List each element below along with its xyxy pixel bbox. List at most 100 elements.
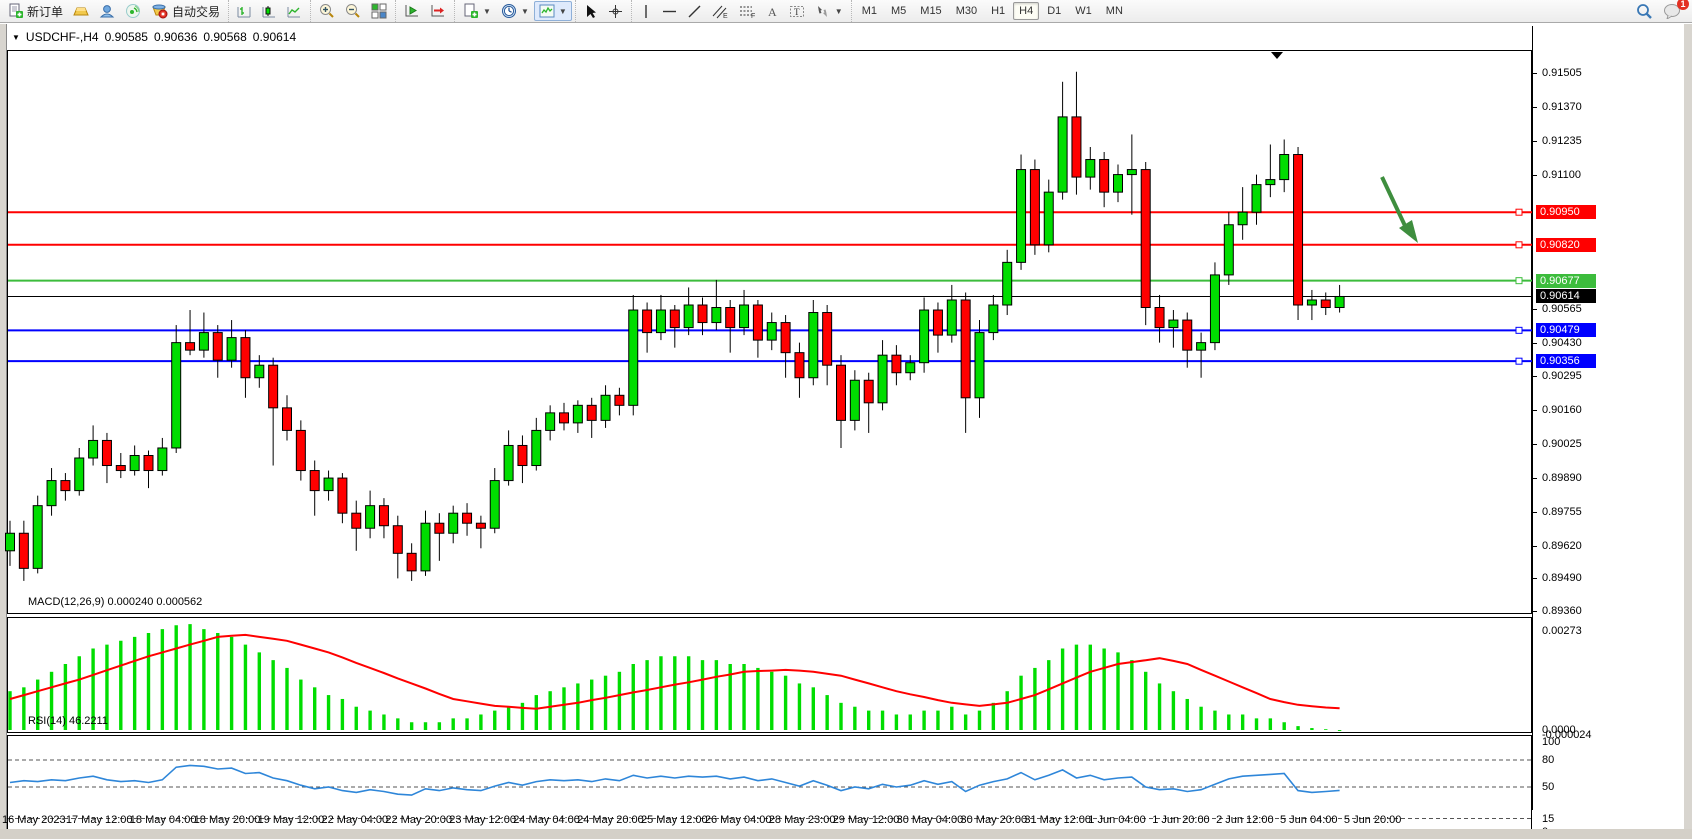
tick-mark <box>1532 141 1537 142</box>
timeframe-h4[interactable]: H4 <box>1013 2 1040 20</box>
trendline-icon <box>688 5 701 17</box>
equidistant-channel-button[interactable]: E <box>707 1 734 21</box>
toolbar-right: 1 <box>1631 0 1692 21</box>
toolbar-group-cursor <box>574 0 631 22</box>
arrows-caret: ▼ <box>834 6 843 16</box>
chart-shift-icon <box>431 4 445 16</box>
level-price-badge-support-blue-1: 0.90479 <box>1536 323 1596 338</box>
chat-bubble-icon <box>1664 4 1680 19</box>
equidistant-channel-icon: E <box>712 5 728 19</box>
time-label-7: 23 May 12:00 <box>449 814 516 826</box>
search-button[interactable] <box>1631 1 1658 21</box>
time-label-0: 16 May 2023 <box>2 814 66 826</box>
new-order-icon <box>9 3 23 18</box>
zoom-out-button[interactable] <box>340 1 366 21</box>
ohlc-close: 0.90614 <box>252 30 297 44</box>
price-tick-0.90025: 0.90025 <box>1542 438 1582 450</box>
rsi-tick-50: 50 <box>1542 781 1555 793</box>
text-tool-button[interactable]: A <box>761 1 784 21</box>
chart-window: ▼ USDCHF-,H4 0.90585 0.90636 0.90568 0.9061… <box>0 24 1692 839</box>
chart-shift-button[interactable] <box>425 1 451 21</box>
tick-mark <box>1532 175 1537 176</box>
bar-chart-mode-button[interactable] <box>232 1 257 21</box>
tile-windows-icon <box>371 3 387 19</box>
price-tick-0.89360: 0.89360 <box>1542 605 1582 617</box>
window-bottom-edge <box>0 829 1692 839</box>
tick-mark <box>1532 578 1537 579</box>
line-chart-mode-button[interactable] <box>282 1 307 21</box>
timeframe-m15[interactable]: M15 <box>920 5 942 17</box>
time-label-16: 31 May 12:00 <box>1024 814 1092 826</box>
time-label-12: 28 May 23:00 <box>768 814 836 826</box>
indicators-button[interactable]: ▼ <box>533 1 572 21</box>
level-handle-support-blue-1[interactable] <box>1515 326 1523 334</box>
price-tick-0.91370: 0.91370 <box>1542 101 1582 113</box>
level-handle-support-green[interactable] <box>1515 277 1523 285</box>
macd-axis-min: -0.000024 <box>1542 729 1592 741</box>
macd-axis-max: 0.00273 <box>1542 625 1582 637</box>
toolbar-group-scroll <box>395 0 454 22</box>
price-tick-0.89490: 0.89490 <box>1542 572 1582 584</box>
community-button[interactable] <box>94 1 120 21</box>
tile-windows-button[interactable] <box>366 1 392 21</box>
arrows-tool-button[interactable]: ▼ <box>810 1 848 21</box>
time-label-8: 24 May 04:00 <box>513 814 580 826</box>
rsi-indicator-pane[interactable] <box>0 735 1532 834</box>
macd-indicator-pane[interactable] <box>0 617 1532 733</box>
level-handle-resistance-1[interactable] <box>1515 208 1523 216</box>
price-tick-0.91100: 0.91100 <box>1542 169 1581 181</box>
cursor-button[interactable] <box>579 1 603 21</box>
vertical-line-tool-button[interactable] <box>635 1 657 21</box>
text-tool-icon: A <box>768 5 777 19</box>
new-chart-caret: ▼ <box>483 6 491 16</box>
vertical-line-icon <box>645 4 647 18</box>
deposit-button[interactable] <box>68 1 94 21</box>
timeframe-w1[interactable]: W1 <box>1075 5 1092 17</box>
level-price-badge-resistance-1: 0.90950 <box>1536 205 1596 220</box>
timeframe-m5[interactable]: M5 <box>891 5 907 17</box>
new-order-button[interactable]: 新订单 <box>3 1 68 21</box>
level-price-badge-support-blue-2: 0.90356 <box>1536 354 1596 369</box>
timeframe-m30[interactable]: M30 <box>955 5 978 17</box>
chart-shift-marker[interactable] <box>1271 52 1283 59</box>
level-price-badge-support-green: 0.90677 <box>1536 273 1596 288</box>
timeframe-h1[interactable]: H1 <box>991 5 1006 17</box>
timeframe-d1[interactable]: D1 <box>1047 5 1062 17</box>
level-handle-resistance-2[interactable] <box>1515 241 1523 249</box>
time-label-6: 22 May 20:00 <box>385 814 453 826</box>
timeframe-toolbar: M1 M5 M15 M30 H1 H4 D1 W1 MN <box>850 0 1133 22</box>
tick-mark <box>1532 410 1537 411</box>
zoom-in-button[interactable] <box>314 1 340 21</box>
time-label-3: 18 May 20:00 <box>193 814 261 826</box>
community-icon <box>99 5 115 18</box>
auto-scroll-button[interactable] <box>399 1 425 21</box>
candlestick-mode-button[interactable] <box>257 1 282 21</box>
algo-trading-button[interactable]: 自动交易 <box>146 1 225 21</box>
arrow-annotation[interactable] <box>1380 176 1418 243</box>
price-tick-0.91235: 0.91235 <box>1542 135 1582 147</box>
new-order-label: 新订单 <box>27 4 64 19</box>
text-label-tool-button[interactable]: T <box>784 1 810 21</box>
rsi-tick-15: 15 <box>1542 812 1555 825</box>
trendline-tool-button[interactable] <box>682 1 707 21</box>
cursor-icon <box>586 4 596 18</box>
text-label-icon: T <box>789 5 804 17</box>
main-chart-canvas[interactable] <box>0 50 1532 614</box>
level-handle-support-blue-2[interactable] <box>1515 357 1523 365</box>
rsi-label: RSI(14) 46.2211 <box>28 715 108 727</box>
timeframe-m1[interactable]: M1 <box>861 5 877 17</box>
notifications-button[interactable]: 1 <box>1658 0 1689 21</box>
collapse-triangle-icon[interactable]: ▼ <box>12 32 20 42</box>
symbol-period-label: USDCHF-,H4 <box>25 30 99 44</box>
horizontal-line-tool-button[interactable] <box>657 1 682 21</box>
new-chart-button[interactable]: ▼ <box>458 1 496 21</box>
svg-text:E: E <box>723 13 728 19</box>
toolbar-group-trade: 新订单 <box>0 0 228 22</box>
arrows-tool-icon <box>817 5 827 17</box>
timeframe-mn[interactable]: MN <box>1105 5 1123 17</box>
signals-button[interactable] <box>120 1 146 21</box>
periods-button[interactable]: ▼ <box>496 1 534 21</box>
crosshair-button[interactable] <box>603 1 628 21</box>
fibonacci-tool-button[interactable]: F <box>734 1 761 21</box>
time-axis[interactable]: 16 May 2023 17 May 12:00 18 May 04:00 18 Ma… <box>0 813 1532 829</box>
